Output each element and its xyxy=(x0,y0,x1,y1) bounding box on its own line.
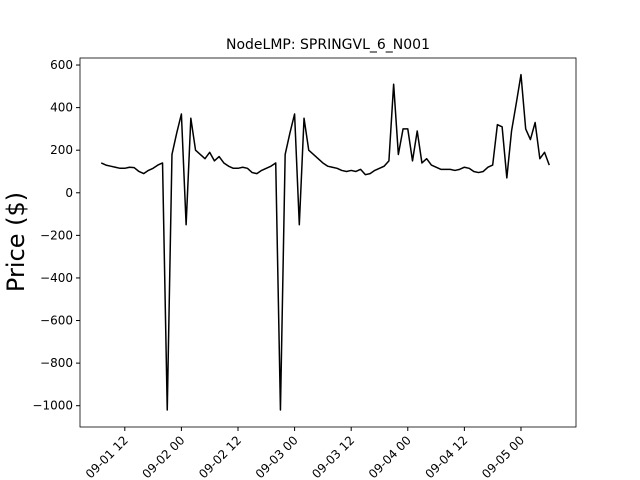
x-tick-label: 09-05 00 xyxy=(479,433,527,480)
x-tick-label: 09-03 12 xyxy=(309,433,357,480)
y-axis-label: Price ($) xyxy=(2,192,30,292)
chart-title: NodeLMP: SPRINGVL_6_N001 xyxy=(226,37,430,53)
y-tick-label: 600 xyxy=(50,58,73,72)
y-tick-label: 200 xyxy=(50,143,73,157)
plot-frame xyxy=(79,57,577,428)
y-tick-label: −600 xyxy=(40,314,73,328)
x-tick-label: 09-04 00 xyxy=(366,433,414,480)
y-tick-label: −400 xyxy=(40,271,73,285)
x-tick-label: 09-03 00 xyxy=(253,433,301,480)
y-tick-label: −200 xyxy=(40,228,73,242)
x-tick-label: 09-01 12 xyxy=(83,433,131,480)
x-tick-label: 09-02 12 xyxy=(196,433,244,480)
y-tick-label: −800 xyxy=(40,356,73,370)
y-tick-label: 0 xyxy=(65,186,73,200)
y-tick-label: −1000 xyxy=(32,399,73,413)
x-tick-label: 09-04 12 xyxy=(422,433,470,480)
y-tick-label: 400 xyxy=(50,101,73,115)
price-line xyxy=(100,73,550,411)
x-tick-label: 09-02 00 xyxy=(139,433,187,480)
